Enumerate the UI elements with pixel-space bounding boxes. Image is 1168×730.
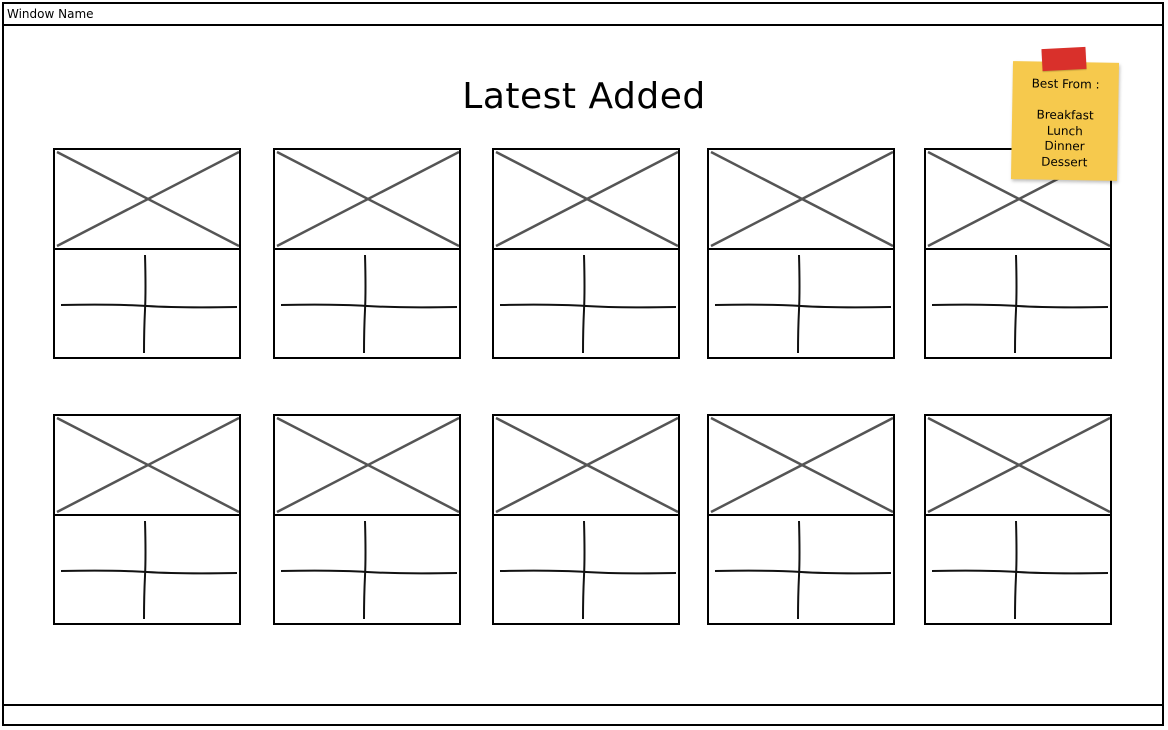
- cross-placeholder-icon: [714, 520, 892, 620]
- sticky-note-item-dessert[interactable]: Dessert: [1041, 154, 1088, 169]
- card-content: [926, 250, 1110, 357]
- card-image: [55, 150, 239, 250]
- cross-placeholder-icon: [931, 254, 1109, 354]
- card-content: [494, 250, 678, 357]
- image-placeholder-icon: [495, 150, 678, 248]
- cross-placeholder-icon: [280, 254, 458, 354]
- card-content: [55, 250, 239, 357]
- item-card[interactable]: [492, 148, 680, 359]
- item-card[interactable]: [273, 414, 461, 625]
- image-placeholder-icon: [276, 416, 459, 514]
- title-bar: Window Name: [4, 4, 1162, 26]
- card-content: [55, 516, 239, 623]
- card-image: [926, 416, 1110, 516]
- sticky-note-heading: Best From :: [1031, 76, 1100, 92]
- image-placeholder-icon: [710, 416, 893, 514]
- card-image: [494, 150, 678, 250]
- card-content: [926, 516, 1110, 623]
- sticky-note-list: Breakfast Lunch Dinner Dessert: [1011, 107, 1118, 171]
- card-image: [494, 416, 678, 516]
- image-placeholder-icon: [710, 150, 893, 248]
- card-image: [709, 150, 893, 250]
- sticky-note-item-lunch[interactable]: Lunch: [1046, 123, 1083, 138]
- card-image: [55, 416, 239, 516]
- image-placeholder-icon: [495, 416, 678, 514]
- item-card[interactable]: [707, 414, 895, 625]
- item-card[interactable]: [492, 414, 680, 625]
- cross-placeholder-icon: [280, 520, 458, 620]
- cross-placeholder-icon: [931, 520, 1109, 620]
- card-content: [709, 516, 893, 623]
- card-content: [275, 516, 459, 623]
- item-card[interactable]: [924, 414, 1112, 625]
- page-title: Latest Added: [462, 76, 706, 117]
- card-image: [709, 416, 893, 516]
- cross-placeholder-icon: [60, 520, 238, 620]
- sticky-note: Best From : Breakfast Lunch Dinner Desse…: [1010, 61, 1120, 181]
- cross-placeholder-icon: [499, 520, 677, 620]
- sticky-note-item-dinner[interactable]: Dinner: [1044, 138, 1085, 154]
- image-placeholder-icon: [56, 150, 239, 248]
- cross-placeholder-icon: [60, 254, 238, 354]
- item-card[interactable]: [707, 148, 895, 359]
- window-title: Window Name: [7, 7, 94, 21]
- item-card[interactable]: [924, 148, 1112, 359]
- image-placeholder-icon: [56, 416, 239, 514]
- status-bar: [4, 704, 1162, 724]
- card-content: [709, 250, 893, 357]
- card-image: [275, 416, 459, 516]
- item-card[interactable]: [53, 148, 241, 359]
- card-image: [275, 150, 459, 250]
- image-placeholder-icon: [276, 150, 459, 248]
- image-placeholder-icon: [927, 416, 1110, 514]
- cross-placeholder-icon: [714, 254, 892, 354]
- sticky-note-tape: [1041, 46, 1087, 72]
- cross-placeholder-icon: [499, 254, 677, 354]
- item-card[interactable]: [53, 414, 241, 625]
- card-content: [275, 250, 459, 357]
- sticky-note-item-breakfast[interactable]: Breakfast: [1036, 107, 1094, 123]
- card-content: [494, 516, 678, 623]
- item-card[interactable]: [273, 148, 461, 359]
